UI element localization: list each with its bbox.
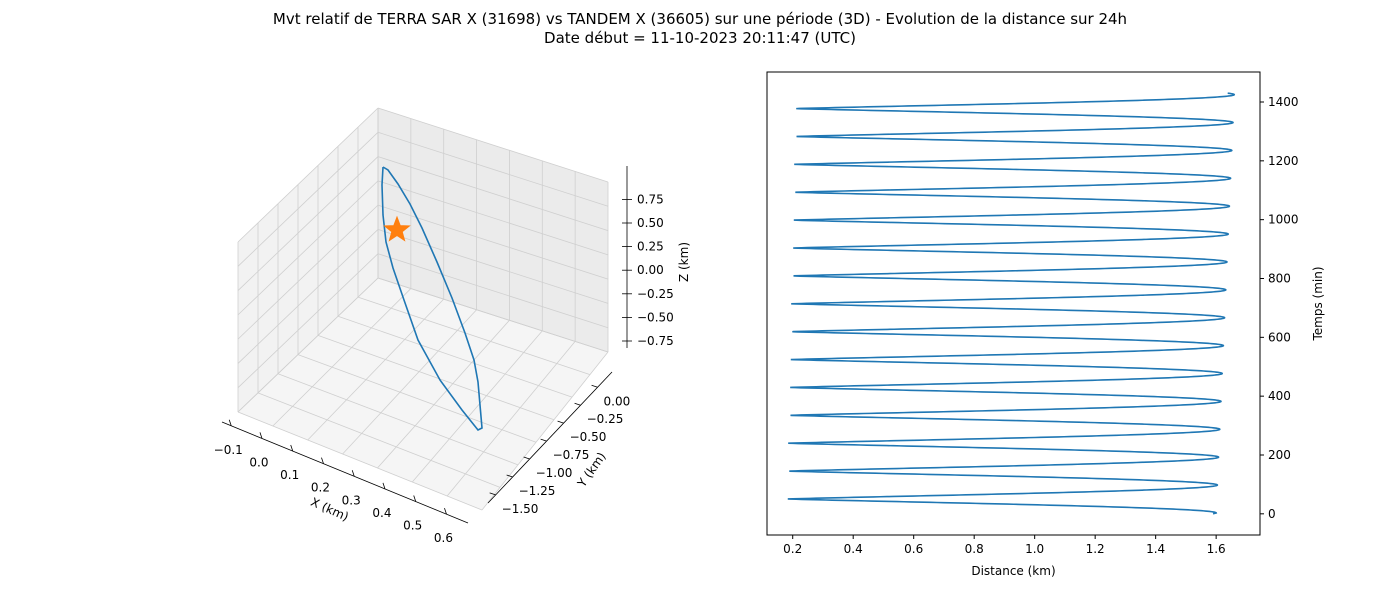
x-tick-label: −0.1 bbox=[214, 443, 243, 457]
figure-title: Mvt relatif de TERRA SAR X (31698) vs TA… bbox=[272, 10, 1128, 28]
grid-line bbox=[237, 253, 379, 389]
pane-y-wall bbox=[378, 108, 608, 352]
grid-line bbox=[411, 330, 543, 483]
z-tick-label: 0.25 bbox=[637, 240, 664, 254]
y-tick-label: 0 bbox=[1268, 507, 1276, 521]
z-tick-label: 0.00 bbox=[637, 263, 664, 277]
z-axis-label: Z (km) bbox=[677, 242, 691, 282]
grid-line bbox=[277, 373, 519, 466]
y-tick-label: 400 bbox=[1268, 389, 1291, 403]
z-tick-label: −0.75 bbox=[637, 334, 674, 348]
x-tick-mark bbox=[351, 470, 355, 477]
x-axis-label: Distance (km) bbox=[971, 564, 1055, 578]
x-tick-label: 0.4 bbox=[844, 542, 863, 556]
z-tick-label: 0.75 bbox=[637, 192, 664, 206]
grid-line bbox=[377, 156, 609, 231]
grid-line bbox=[237, 277, 379, 413]
chart-distance-vs-time: 0.2 0.4 0.6 0.8 1.0 1.2 1.4 1.6 0 200 400 600 800 100… bbox=[766, 71, 1325, 578]
x-tick-label: 0.6 bbox=[904, 542, 923, 556]
x-tick-label: 0.0 bbox=[249, 455, 268, 469]
y-tick-label: −0.25 bbox=[587, 412, 624, 426]
grid-line bbox=[237, 180, 379, 316]
y-tick-label: −0.75 bbox=[553, 448, 590, 462]
grid-line bbox=[377, 253, 609, 329]
grid-line bbox=[237, 204, 379, 340]
x-tick-label: 1.4 bbox=[1146, 542, 1165, 556]
x-tick-mark bbox=[444, 508, 447, 515]
x-tick-label: 1.2 bbox=[1086, 542, 1105, 556]
y-tick-mark bbox=[591, 384, 598, 388]
grid-line bbox=[342, 309, 477, 455]
y-tick-label: 800 bbox=[1268, 271, 1291, 285]
x-tick-label: 0.5 bbox=[403, 519, 422, 533]
y-tick-label: 200 bbox=[1268, 448, 1291, 462]
y-tick-label: −1.25 bbox=[519, 484, 556, 498]
y-tick-label: 0.00 bbox=[604, 394, 631, 408]
x-axis-line bbox=[221, 421, 469, 524]
grid-line bbox=[481, 351, 609, 511]
y-tick-mark bbox=[557, 420, 564, 424]
x-tick-label: 1.0 bbox=[1025, 542, 1044, 556]
grid-line bbox=[377, 131, 609, 207]
y-tick-label: −0.50 bbox=[570, 430, 607, 444]
grid-line bbox=[317, 335, 555, 421]
y-tick-mark bbox=[574, 402, 581, 406]
grid-line bbox=[377, 277, 609, 353]
grid-line bbox=[377, 229, 609, 304]
figure-subtitle: Date début = 11-10-2023 20:11:47 (UTC) bbox=[544, 29, 856, 47]
x-tick-mark bbox=[413, 495, 417, 502]
y-tick-mark bbox=[523, 456, 530, 460]
y-tick-label: 1000 bbox=[1268, 213, 1299, 227]
x-tick-label: 0.6 bbox=[434, 531, 453, 545]
x-tick-label: 0.4 bbox=[372, 506, 391, 520]
pane-floor bbox=[238, 278, 608, 510]
z-tick-label: −0.25 bbox=[637, 287, 674, 301]
y-tick-label: 600 bbox=[1268, 330, 1291, 344]
grid-line bbox=[337, 315, 573, 398]
grid-line bbox=[257, 392, 501, 488]
pane-x-wall bbox=[238, 108, 378, 412]
y-tick-mark bbox=[489, 492, 496, 496]
start-star-marker bbox=[383, 215, 411, 242]
x-tick-label: 1.6 bbox=[1207, 542, 1226, 556]
y-tick-label: 1200 bbox=[1268, 154, 1299, 168]
y-tick-mark bbox=[540, 438, 547, 442]
plot-frame bbox=[766, 71, 1261, 536]
x-tick-mark bbox=[228, 419, 232, 426]
grid-line bbox=[237, 229, 379, 364]
grid-line bbox=[237, 131, 379, 267]
x-tick-mark bbox=[290, 444, 294, 452]
grid-line bbox=[446, 341, 576, 497]
chart-3d-trajectory: −0.10.00.10.20.30.40.50.6X (km) −1.50−1.2… bbox=[214, 107, 691, 545]
grid-line bbox=[237, 107, 379, 243]
x-tick-mark bbox=[321, 457, 324, 464]
x-tick-label: 0.2 bbox=[783, 542, 802, 556]
distance-series-line bbox=[787, 92, 1236, 515]
grid-line bbox=[237, 156, 379, 291]
z-tick-label: −0.50 bbox=[637, 310, 674, 324]
y-tick-label: −1.50 bbox=[502, 502, 539, 516]
trajectory-line bbox=[381, 166, 483, 432]
x-tick-label: 0.1 bbox=[280, 468, 299, 482]
x-tick-label: 0.2 bbox=[311, 481, 330, 495]
grid-line bbox=[237, 411, 483, 511]
y-tick-mark bbox=[506, 474, 513, 478]
y-tick-label: −1.00 bbox=[536, 466, 573, 480]
z-tick-label: 0.50 bbox=[637, 216, 664, 230]
grid-line bbox=[377, 180, 609, 256]
grid-line bbox=[272, 288, 412, 427]
grid-line bbox=[307, 298, 445, 441]
grid-line bbox=[377, 320, 510, 469]
x-tick-mark bbox=[259, 432, 263, 439]
x-tick-label: 0.3 bbox=[342, 493, 361, 507]
grid-line bbox=[297, 354, 537, 443]
y-axis-label: Temps (min) bbox=[1311, 266, 1325, 341]
x-tick-label: 0.8 bbox=[965, 542, 984, 556]
grid-line bbox=[357, 296, 591, 375]
x-tick-mark bbox=[382, 482, 386, 490]
y-tick-label: 1400 bbox=[1268, 95, 1299, 109]
y-axis-line bbox=[487, 371, 613, 504]
grid-line bbox=[377, 107, 609, 183]
